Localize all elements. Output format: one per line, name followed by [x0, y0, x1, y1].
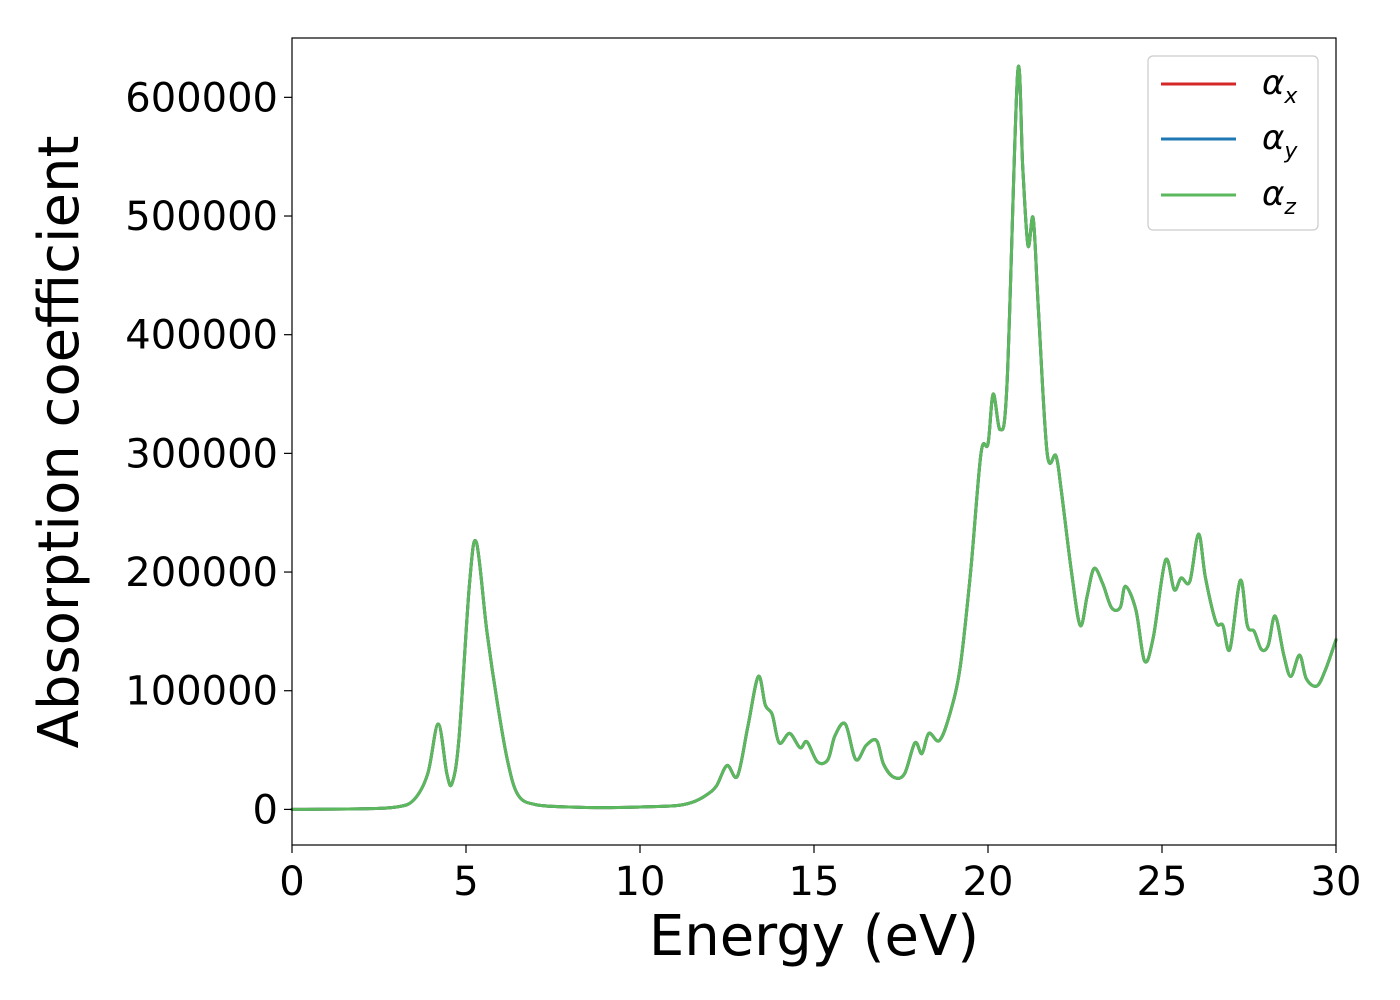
y-tick-label: 500000 — [125, 194, 278, 240]
x-tick-label: 25 — [1137, 859, 1188, 905]
y-tick-label: 200000 — [125, 550, 278, 596]
y-tick-label: 100000 — [125, 669, 278, 715]
x-axis-title: Energy (eV) — [649, 904, 979, 969]
y-tick-label: 0 — [253, 787, 278, 833]
series-lines — [290, 64, 1338, 811]
y-tick-label: 400000 — [125, 313, 278, 359]
legend-label-z: αz — [1262, 174, 1296, 220]
series-line-z — [290, 64, 1338, 811]
x-tick-label: 20 — [963, 859, 1014, 905]
y-tick-label: 300000 — [125, 431, 278, 477]
x-axis: 0 5 10 15 20 25 30 — [279, 845, 1361, 905]
y-tick-label: 600000 — [125, 75, 278, 121]
x-tick-label: 0 — [279, 859, 304, 905]
x-tick-label: 10 — [615, 859, 666, 905]
y-axis: 0 100000 200000 300000 400000 500000 600000 — [125, 75, 292, 833]
x-tick-label: 30 — [1311, 859, 1362, 905]
legend-box — [1147, 55, 1319, 231]
x-tick-label: 5 — [453, 859, 478, 905]
x-tick-label: 15 — [789, 859, 840, 905]
y-axis-title: Absorption coefficient — [27, 136, 92, 749]
